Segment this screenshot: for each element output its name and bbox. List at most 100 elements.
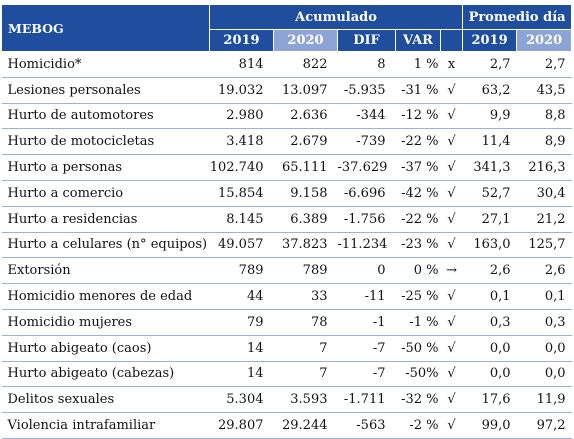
table-row: Delitos sexuales 5.304 3.593 -1.711 -32 % √ 17… [1, 386, 572, 413]
value-2019: 3.418 [209, 128, 274, 155]
table-row: Hurto abigeato (cabezas) 14 7 -7 -50% √ 0,0 0,0 [1, 360, 572, 387]
row-name: Hurto a comercio [1, 179, 210, 207]
year-2019-header: 2019 [209, 29, 274, 52]
value-2020: 789 [273, 257, 338, 284]
crime-statistics-table: MEBOG Acumulado Promedio día 2019 2020 D… [1, 4, 573, 439]
value-2019: 14 [209, 360, 274, 387]
value-2020: 3.593 [273, 386, 338, 413]
average-2019: 52,7 [462, 179, 517, 207]
variation: -22 % [395, 205, 441, 233]
var-header: VAR [395, 29, 441, 52]
table-row: Homicidio* 814 822 8 1 % x 2,7 2,7 [1, 51, 572, 78]
row-name: Homicidio mujeres [1, 308, 210, 336]
variation: -42 % [395, 179, 441, 207]
accumulated-header: Acumulado [208, 4, 464, 30]
table-row: Homicidio mujeres 79 78 -1 -1 % √ 0,3 0,3 [1, 308, 572, 336]
average-2020: 2,7 [516, 51, 572, 78]
difference: 0 [337, 257, 396, 284]
value-2020: 7 [273, 360, 338, 387]
value-2019: 789 [209, 257, 274, 284]
value-2019: 102.740 [209, 154, 274, 181]
trend-indicator: √ [440, 308, 463, 336]
header-row-top: MEBOG Acumulado Promedio día [1, 4, 573, 52]
avg-2020-header: 2020 [516, 29, 573, 52]
average-2020: 43,5 [516, 76, 572, 104]
difference: -344 [337, 102, 396, 129]
average-2020: 97,2 [516, 412, 572, 439]
table-body: Homicidio* 814 822 8 1 % x 2,7 2,7 Lesiones pers… [1, 51, 572, 439]
variation: -2 % [395, 412, 441, 439]
value-2020: 6.389 [273, 205, 338, 233]
trend-indicator: √ [440, 386, 463, 413]
average-2019: 63,2 [462, 76, 517, 104]
variation: -50 % [395, 334, 441, 362]
table-row: Hurto de automotores 2.980 2.636 -344 -12 % √… [1, 102, 572, 129]
value-2019: 2.980 [209, 102, 274, 129]
average-2020: 0,0 [516, 360, 572, 387]
average-2019: 99,0 [462, 412, 517, 439]
average-2019: 163,0 [462, 231, 517, 258]
difference: -1.711 [337, 386, 396, 413]
dif-header: DIF [337, 29, 396, 52]
average-2020: 21,2 [516, 205, 572, 233]
value-2019: 14 [209, 334, 274, 362]
average-2020: 0,1 [516, 283, 572, 310]
value-2020: 13.097 [273, 76, 338, 104]
difference: -739 [337, 128, 396, 155]
variation: 0 % [395, 257, 441, 284]
indicator-header [439, 29, 464, 52]
value-2019: 814 [209, 51, 274, 78]
difference: -7 [337, 334, 396, 362]
trend-indicator: √ [440, 179, 463, 207]
row-name: Homicidio* [1, 51, 210, 78]
table-row: Hurto a celulares (n° equipos) 49.057 37.8… [1, 231, 572, 258]
average-2020: 8,9 [516, 128, 572, 155]
row-name: Hurto a residencias [1, 205, 210, 233]
value-2020: 822 [273, 51, 338, 78]
header-row-sub: 2019 2020 DIF VAR 2019 2020 [2, 29, 573, 52]
table-row: Hurto a residencias 8.145 6.389 -1.756 -22 %… [1, 205, 572, 233]
value-2019: 8.145 [209, 205, 274, 233]
avg-2019-header: 2019 [462, 29, 518, 52]
trend-indicator: √ [440, 128, 463, 155]
value-2020: 37.823 [273, 231, 338, 258]
trend-indicator: √ [440, 231, 463, 258]
trend-indicator: √ [440, 283, 463, 310]
difference: -37.629 [337, 154, 396, 181]
average-2019: 341,3 [462, 154, 517, 181]
row-name: Hurto abigeato (caos) [1, 334, 210, 362]
value-2019: 5.304 [209, 386, 274, 413]
difference: -11 [337, 283, 396, 310]
variation: -23 % [395, 231, 441, 258]
row-name: Homicidio menores de edad [1, 283, 210, 310]
row-name: Lesiones personales [1, 76, 210, 104]
average-2019: 0,3 [462, 308, 517, 336]
average-2020: 216,3 [516, 154, 572, 181]
trend-indicator: √ [440, 334, 463, 362]
average-2020: 0,0 [516, 334, 572, 362]
difference: -5.935 [337, 76, 396, 104]
row-name: Delitos sexuales [1, 386, 210, 413]
average-2019: 17,6 [462, 386, 517, 413]
variation: -1 % [395, 308, 441, 336]
variation: 1 % [395, 51, 441, 78]
variation: -12 % [395, 102, 441, 129]
variation: -31 % [395, 76, 441, 104]
trend-indicator: → [440, 257, 463, 284]
row-name: Hurto a personas [1, 154, 210, 181]
difference: -563 [337, 412, 396, 439]
average-2019: 2,7 [462, 51, 517, 78]
average-2019: 27,1 [462, 205, 517, 233]
variation: -32 % [395, 386, 441, 413]
trend-indicator: √ [440, 102, 463, 129]
value-2019: 19.032 [209, 76, 274, 104]
difference: -1.756 [337, 205, 396, 233]
year-2020-header: 2020 [273, 29, 338, 52]
table-row: Hurto de motocicletas 3.418 2.679 -739 -22 %… [1, 128, 572, 155]
group-header: MEBOG [1, 4, 210, 52]
row-name: Violencia intrafamiliar [1, 412, 210, 439]
table-row: Lesiones personales 19.032 13.097 -5.935 -31… [1, 76, 572, 104]
row-name: Hurto a celulares (n° equipos) [1, 231, 210, 258]
value-2020: 9.158 [273, 179, 338, 207]
average-2019: 11,4 [462, 128, 517, 155]
